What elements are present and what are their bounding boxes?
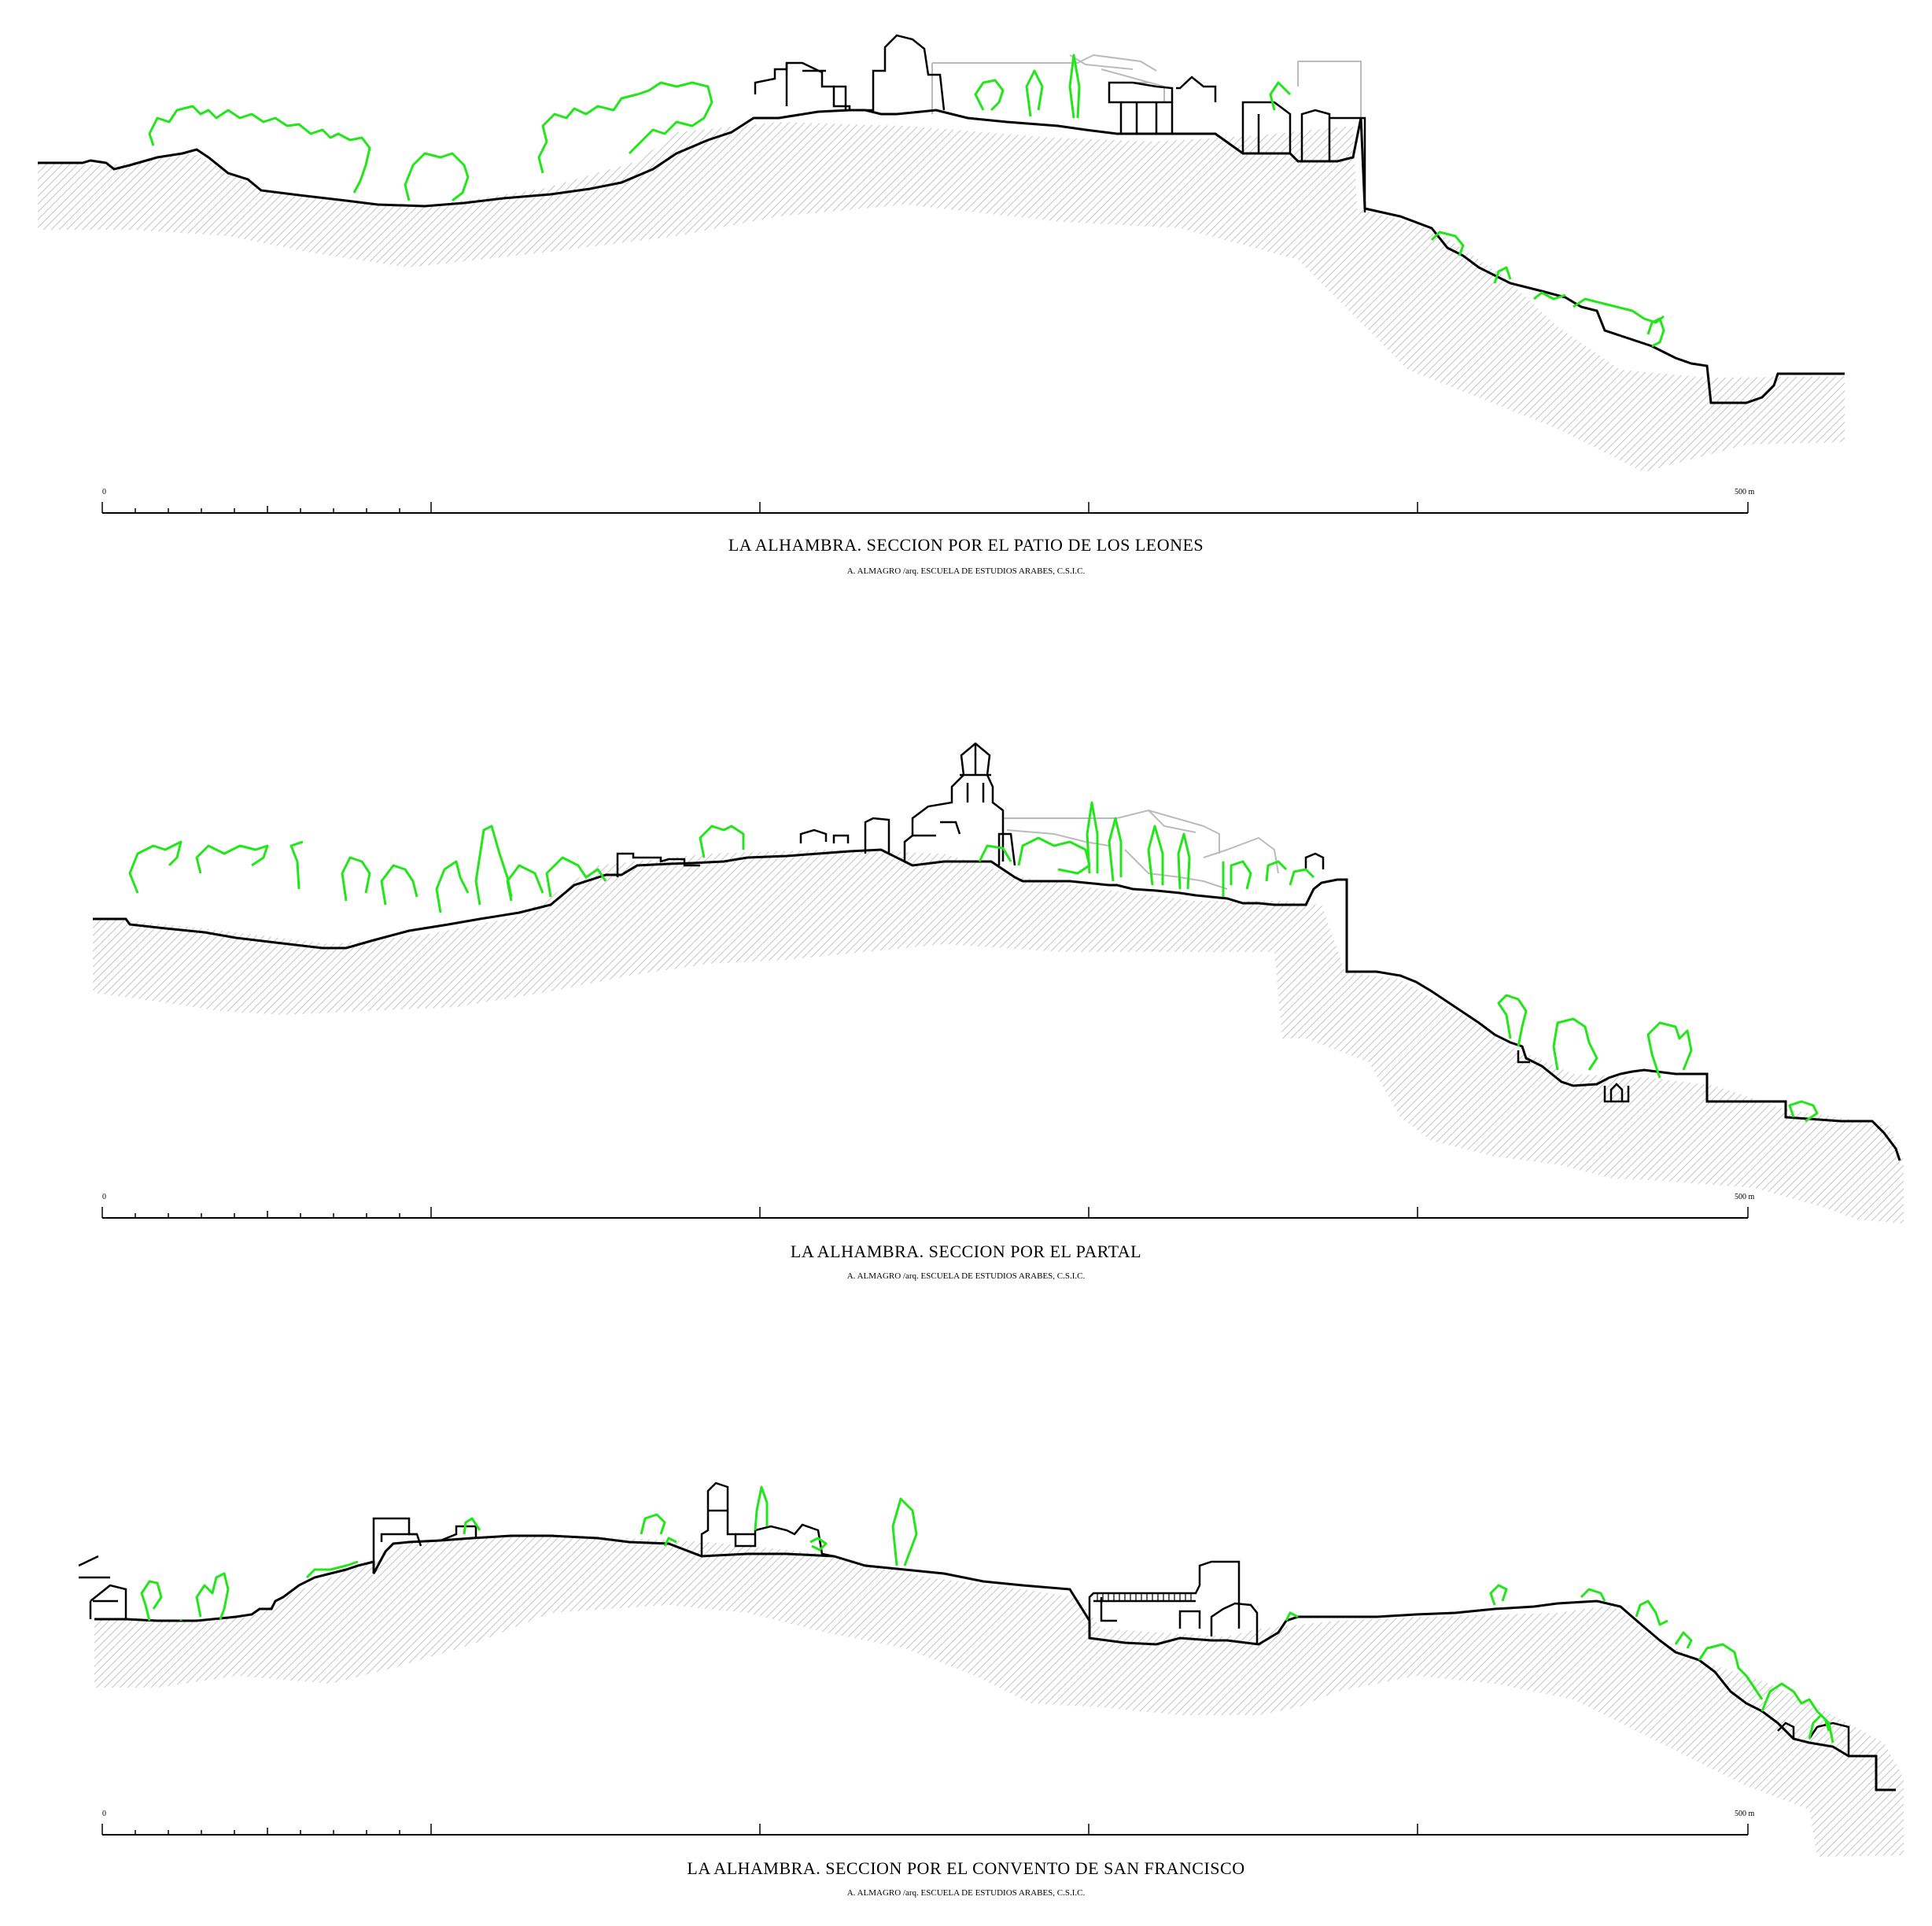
section-3-title: LA ALHAMBRA. SECCION POR EL CONVENTO DE … — [687, 1858, 1245, 1878]
section-1-vegetation — [148, 54, 1665, 348]
section-1-ground-hatch — [38, 122, 1845, 472]
section-2-partal — [93, 742, 1904, 1223]
section-2-fountain-building — [1517, 1050, 1630, 1103]
section-3-roof-texture — [1097, 1594, 1192, 1601]
scale-bar-1 — [101, 502, 1749, 514]
section-2-background-buildings — [1002, 809, 1279, 890]
section-1-credit: A. ALMAGRO /arq. ESCUELA DE ESTUDIOS ARA… — [846, 566, 1086, 576]
scale-bar-3 — [101, 1824, 1749, 1836]
scale-3-start-label: 0 — [102, 1810, 106, 1818]
section-1-buildings — [754, 34, 1366, 212]
scale-1-end-label: 500 m — [1735, 488, 1755, 496]
section-1-patio-de-los-leones — [38, 34, 1845, 472]
section-2-title: LA ALHAMBRA. SECCION POR EL PARTAL — [790, 1242, 1142, 1261]
section-2-credit: A. ALMAGRO /arq. ESCUELA DE ESTUDIOS ARA… — [846, 1271, 1086, 1281]
section-3-convento-de-san-francisco — [78, 1481, 1904, 1857]
scale-1-start-label: 0 — [102, 488, 106, 496]
section-1-background-buildings — [931, 54, 1362, 118]
scale-2-end-label: 500 m — [1735, 1193, 1755, 1201]
section-1-title: LA ALHAMBRA. SECCION POR EL PATIO DE LOS… — [728, 535, 1204, 555]
section-3-ground-hatch — [94, 1534, 1904, 1857]
section-3-credit: A. ALMAGRO /arq. ESCUELA DE ESTUDIOS ARA… — [846, 1888, 1086, 1898]
section-2-vegetation — [128, 801, 1819, 1123]
scale-3-end-label: 500 m — [1735, 1810, 1755, 1818]
section-2-terrain-profile — [93, 848, 1901, 1161]
section-2-buildings — [616, 742, 1325, 877]
section-1-terrain-profile — [38, 109, 1845, 404]
scale-2-start-label: 0 — [102, 1193, 106, 1201]
scale-bar-2 — [101, 1207, 1749, 1219]
section-3-vegetation — [140, 1485, 1834, 1743]
section-2-ground-hatch — [93, 850, 1904, 1223]
section-3-buildings — [78, 1481, 1850, 1756]
